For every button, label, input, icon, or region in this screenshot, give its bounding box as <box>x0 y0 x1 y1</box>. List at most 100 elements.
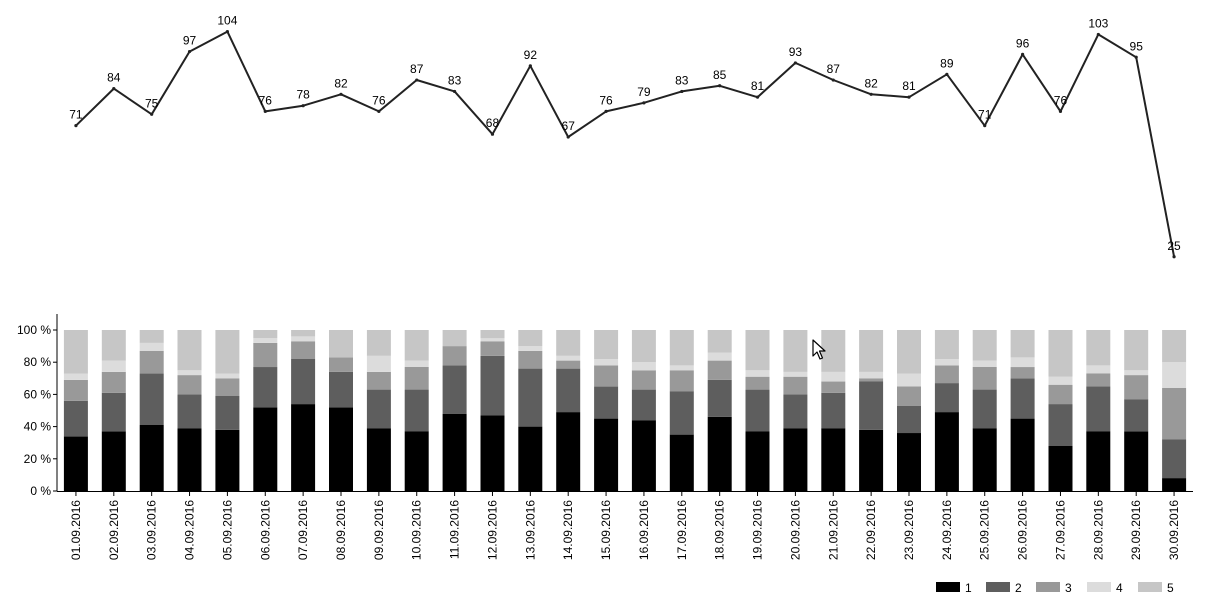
bar-segment-series-3 <box>745 376 770 390</box>
bar-segment-series-3 <box>101 371 126 393</box>
bar-segment-series-2 <box>1124 399 1149 432</box>
bar-segment-series-3 <box>480 341 505 356</box>
line-point <box>680 89 684 94</box>
bar-segment-series-2 <box>1162 439 1187 479</box>
bar-segment-series-5 <box>404 330 429 361</box>
bar-segment-series-1 <box>101 431 126 491</box>
x-tick-label: 25.09.2016 <box>978 500 992 560</box>
line-data-label: 76 <box>1054 93 1068 107</box>
line-point <box>831 78 835 82</box>
bar-segment-series-4 <box>177 370 202 376</box>
line-point <box>566 135 570 139</box>
y-tick-label: 0 % <box>30 484 51 498</box>
line-data-label: 97 <box>183 34 197 48</box>
bar-segment-series-5 <box>707 330 732 353</box>
bar-segment-series-4 <box>480 338 505 342</box>
line-data-label: 104 <box>217 14 237 28</box>
bar-segment-series-2 <box>631 389 656 421</box>
bar-segment-series-1 <box>897 433 921 491</box>
line-point <box>869 92 873 96</box>
bar-segment-series-1 <box>1010 418 1035 492</box>
x-tick-label: 02.09.2016 <box>107 500 121 560</box>
bar-segment-series-1 <box>253 407 278 491</box>
bar-segment-series-2 <box>745 389 770 432</box>
bar-segment-series-2 <box>291 359 316 405</box>
bar-segment-series-2 <box>177 394 202 429</box>
line-point <box>1096 32 1100 37</box>
bar-segment-series-5 <box>859 330 884 372</box>
bar-segment-series-2 <box>329 371 353 408</box>
bar-segment-series-1 <box>821 428 846 491</box>
bar-segment-series-4 <box>366 355 391 372</box>
bar-segment-series-1 <box>442 413 467 491</box>
bar-segment-series-2 <box>442 365 467 414</box>
x-tick-label: 06.09.2016 <box>258 500 272 560</box>
bar-segment-series-4 <box>1124 370 1149 376</box>
bar-segment-series-3 <box>518 350 543 369</box>
legend-swatch-series-3 <box>1036 582 1060 592</box>
bar-segment-series-2 <box>253 367 278 408</box>
bar-segment-series-1 <box>556 412 581 491</box>
line-point <box>490 132 495 136</box>
bar-segment-series-5 <box>783 330 808 372</box>
legend-label: 2 <box>1015 581 1022 595</box>
bar-segment-series-2 <box>366 389 391 429</box>
bar-segment-series-5 <box>253 330 278 339</box>
line-data-label: 87 <box>827 62 841 76</box>
bar-segment-series-3 <box>897 386 921 406</box>
bar-segment-series-4 <box>404 360 429 367</box>
line-data-label: 25 <box>1167 239 1181 253</box>
bar-segment-series-5 <box>631 330 656 363</box>
x-tick-label: 18.09.2016 <box>713 500 727 560</box>
bar-segment-series-4 <box>101 360 126 372</box>
bar-segment-series-3 <box>783 376 808 395</box>
line-point <box>718 84 722 88</box>
bar-segment-series-5 <box>215 330 240 374</box>
x-tick-label: 21.09.2016 <box>826 500 840 560</box>
bar-segment-series-4 <box>1162 362 1187 388</box>
bar-segment-series-2 <box>215 396 240 430</box>
bar-segment-series-2 <box>1048 404 1073 446</box>
y-tick-label: 60 % <box>24 387 52 401</box>
line-point <box>528 64 532 68</box>
bar-segment-series-1 <box>783 428 808 491</box>
line-point <box>793 61 798 65</box>
line-point <box>1134 55 1138 59</box>
bar-segment-series-4 <box>745 370 770 377</box>
bar-segment-series-5 <box>1048 330 1073 377</box>
legend: 1 2 3 4 5 <box>936 581 1174 595</box>
legend-label: 4 <box>1116 581 1123 595</box>
bar-segment-series-4 <box>518 346 543 351</box>
bar-segment-series-4 <box>594 359 619 366</box>
line-data-label: 82 <box>864 76 878 90</box>
x-tick-label: 22.09.2016 <box>864 500 878 560</box>
x-tick-label: 24.09.2016 <box>940 500 954 560</box>
line-data-label: 84 <box>107 71 121 85</box>
bar-segment-series-1 <box>859 429 884 491</box>
bar-segment-series-3 <box>669 370 694 392</box>
bar-segment-series-2 <box>404 389 429 432</box>
bar-segment-series-2 <box>139 373 164 425</box>
bar-segment-series-3 <box>63 379 88 401</box>
bar-segment-series-1 <box>1048 445 1073 491</box>
line-data-label: 82 <box>334 76 348 90</box>
bar-segment-series-2 <box>1086 386 1111 432</box>
line-point <box>642 101 646 105</box>
bar-chart-axes: 0 % 20 % 40 % 60 % 80 % 100 % 01.09.2016 02.09.… <box>17 314 1193 560</box>
daily-count-line-chart: 71 84 75 97 104 76 78 82 76 87 83 68 92 67 76 79 83 85 81 9… <box>69 14 1181 259</box>
line-point <box>225 30 229 34</box>
mouse-cursor-icon <box>812 339 826 360</box>
bar-segment-series-2 <box>480 355 505 416</box>
bar-segment-series-1 <box>518 426 543 491</box>
daily-count-line <box>75 30 1176 257</box>
bar-segment-series-3 <box>556 360 581 369</box>
bar-segment-series-5 <box>177 330 202 371</box>
bar-segment-series-1 <box>404 431 429 491</box>
line-point <box>907 95 911 99</box>
bar-segment-series-1 <box>329 407 353 491</box>
bar-segment-series-3 <box>1010 367 1035 379</box>
bar-segment-series-3 <box>139 350 164 374</box>
x-tick-label: 17.09.2016 <box>675 500 689 560</box>
bar-segment-series-5 <box>480 330 505 339</box>
